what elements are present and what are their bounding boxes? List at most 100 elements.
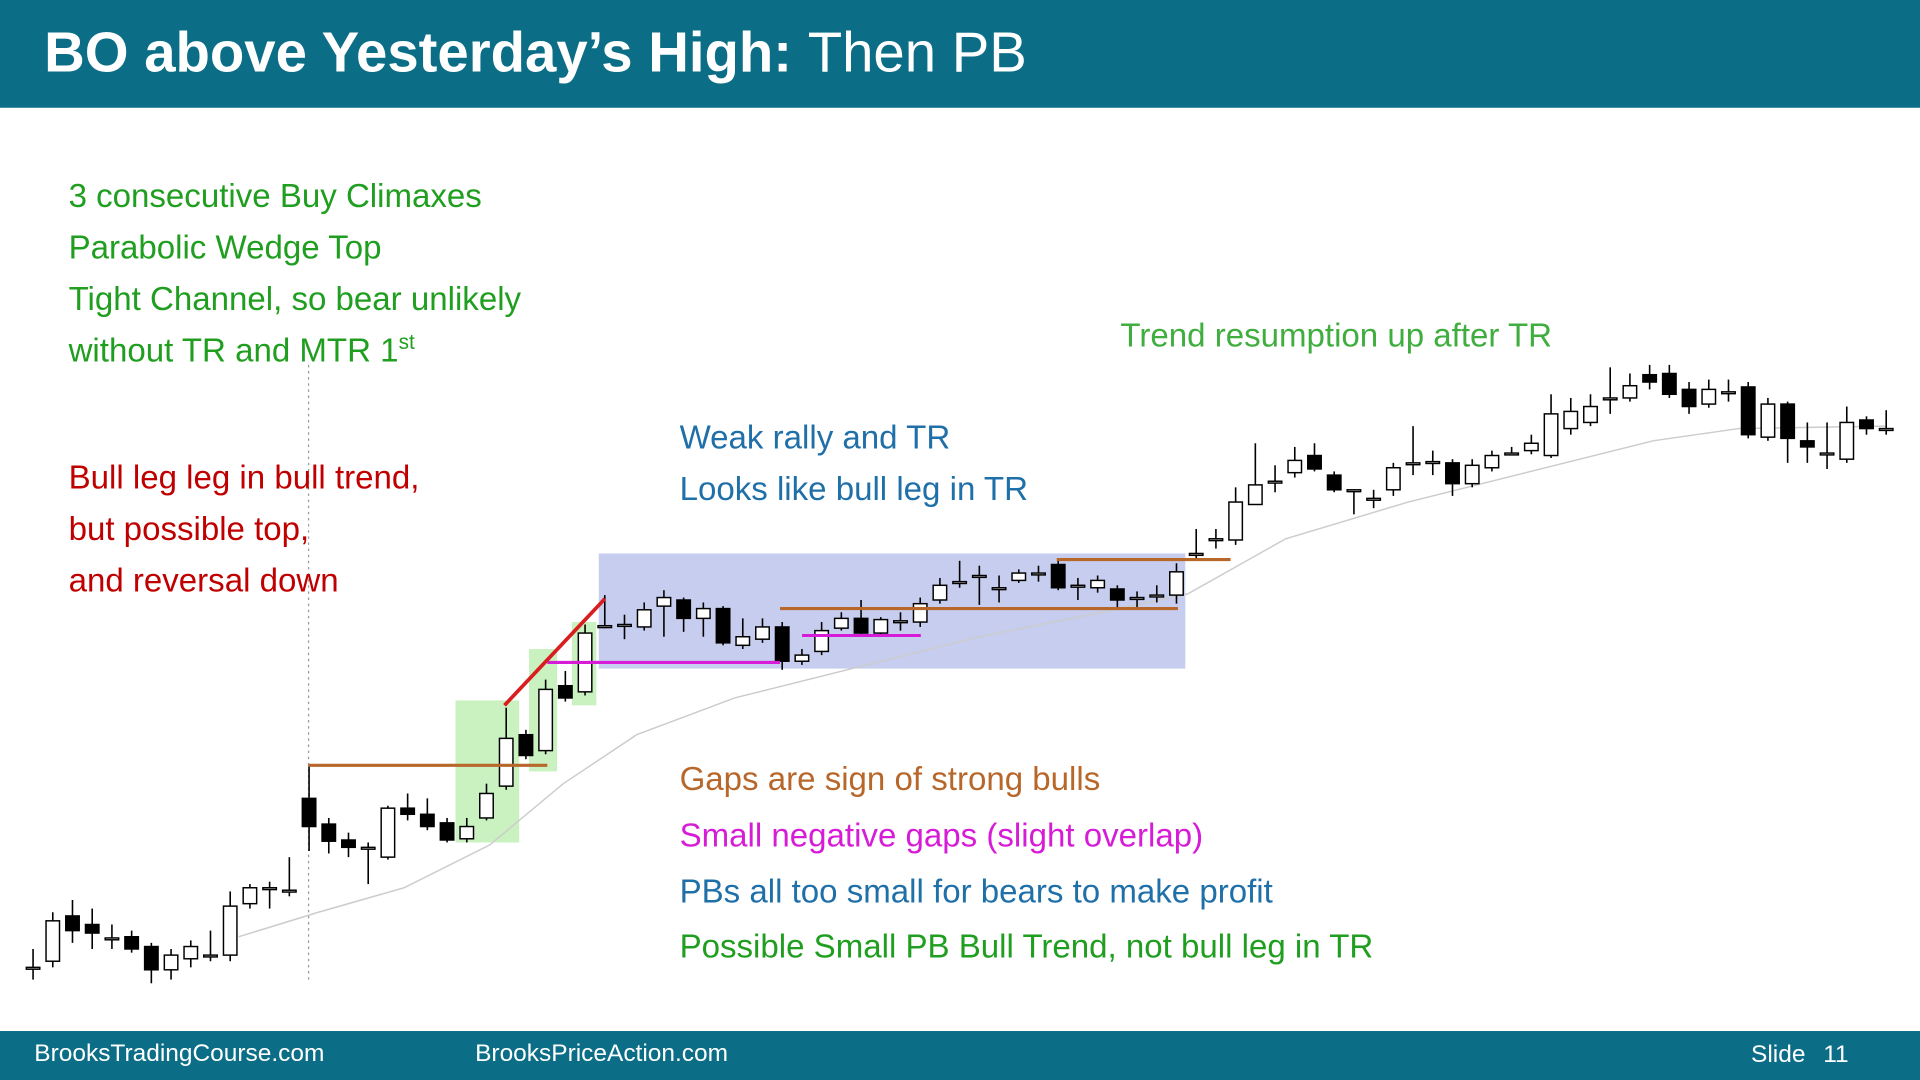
body — [143, 945, 159, 971]
body — [1031, 572, 1046, 576]
body — [1622, 384, 1638, 399]
body — [715, 607, 731, 644]
body — [1839, 421, 1855, 460]
weak-notes: Weak rally and TR Looks like bull leg in… — [680, 419, 1028, 507]
body — [755, 626, 770, 640]
overlay-lines — [308, 558, 1231, 767]
bull-leg-notes: Bull leg leg in bull trend, but possible… — [69, 460, 420, 600]
body — [893, 620, 908, 624]
body — [1740, 386, 1756, 436]
body — [1780, 403, 1796, 440]
body — [833, 617, 849, 629]
body — [1701, 388, 1717, 405]
body — [25, 966, 41, 970]
body — [459, 825, 475, 840]
trend-note: Trend resumption up after TR — [1120, 318, 1552, 355]
body — [1247, 484, 1263, 506]
body — [341, 839, 356, 849]
body — [262, 887, 278, 891]
moving-average — [238, 425, 1886, 938]
body — [498, 737, 514, 787]
body — [1228, 501, 1244, 541]
body — [1583, 405, 1598, 424]
candles — [25, 364, 1894, 984]
body — [1484, 454, 1500, 469]
body — [932, 584, 948, 601]
body — [380, 807, 396, 858]
note: 3 consecutive Buy Climaxes — [69, 178, 482, 215]
body — [1859, 419, 1874, 430]
body — [557, 684, 573, 699]
body — [1346, 489, 1362, 493]
body — [1563, 410, 1579, 430]
body — [1267, 480, 1283, 484]
body — [1878, 427, 1894, 432]
body — [1760, 403, 1776, 438]
body — [1602, 397, 1618, 401]
climax-notes: 3 consecutive Buy Climaxes Parabolic Wed… — [68, 178, 522, 369]
body — [163, 954, 179, 971]
body — [1070, 584, 1086, 588]
body — [1326, 474, 1342, 491]
body — [400, 807, 416, 816]
body — [636, 609, 652, 628]
note: Bull leg leg in bull trend, — [69, 460, 420, 497]
slide-number: 11 — [1823, 1041, 1848, 1068]
body — [538, 688, 554, 752]
body — [1287, 459, 1303, 474]
body — [321, 823, 337, 842]
body — [1090, 579, 1106, 589]
body — [1385, 467, 1401, 491]
footer-middle: BrooksPriceAction.com — [475, 1040, 728, 1067]
body — [242, 887, 258, 905]
note: Tight Channel, so bear unlikely — [69, 281, 522, 318]
body — [183, 945, 199, 960]
body — [439, 822, 455, 841]
header-bar — [0, 0, 1920, 108]
body — [360, 846, 376, 850]
body — [1464, 464, 1480, 485]
body — [1188, 552, 1204, 557]
note: Weak rally and TR — [680, 419, 951, 456]
body — [695, 607, 711, 620]
body — [1523, 442, 1539, 452]
note-text: without TR and MTR 1 — [68, 332, 399, 369]
body — [1642, 373, 1658, 383]
body — [65, 915, 80, 932]
body — [1366, 497, 1382, 501]
footer-left: BrooksTradingCourse.com — [34, 1040, 324, 1067]
body — [1169, 571, 1184, 596]
body — [281, 889, 297, 893]
note: Looks like bull leg in TR — [680, 471, 1028, 508]
body — [84, 923, 100, 934]
superscript: st — [399, 330, 415, 353]
body — [1425, 460, 1441, 465]
body — [1208, 538, 1224, 542]
body — [971, 574, 987, 579]
body — [952, 580, 968, 585]
body — [1129, 596, 1145, 601]
body — [1050, 563, 1066, 589]
body — [1799, 440, 1815, 448]
body — [676, 599, 692, 620]
footer-bar — [0, 1031, 1920, 1080]
note: and reversal down — [69, 563, 339, 600]
body — [518, 733, 534, 757]
body — [1504, 452, 1520, 456]
possible-note: Possible Small PB Bull Trend, not bull l… — [680, 929, 1374, 966]
body — [1819, 452, 1835, 456]
body — [1681, 388, 1697, 408]
body — [104, 937, 120, 941]
body — [991, 587, 1007, 591]
body — [1543, 413, 1559, 457]
body — [1445, 462, 1460, 485]
body — [794, 654, 810, 662]
body — [853, 617, 869, 634]
body — [1149, 594, 1165, 598]
title-rest: Then PB — [808, 20, 1027, 83]
body — [617, 623, 632, 628]
title: BO above Yesterday’s High: Then PB — [44, 20, 1027, 83]
body — [912, 602, 928, 623]
